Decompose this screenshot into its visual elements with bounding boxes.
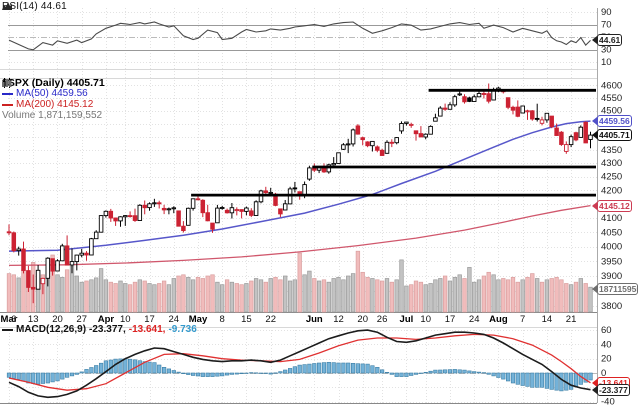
svg-text:10: 10 xyxy=(420,314,431,325)
svg-text:4300: 4300 xyxy=(601,158,622,169)
svg-text:12: 12 xyxy=(333,314,344,325)
svg-text:90: 90 xyxy=(601,7,612,18)
svg-text:20: 20 xyxy=(601,354,612,365)
volume-bars-icon xyxy=(2,79,12,87)
svg-text:8: 8 xyxy=(220,314,225,325)
macd-line-icon xyxy=(2,328,13,331)
macd-signal xyxy=(8,333,591,391)
macd-legend: MACD(12,26,9) -23.377, -13.641, -9.736 xyxy=(2,324,197,335)
svg-text:4200: 4200 xyxy=(601,185,622,196)
macd-label: MACD(12,26,9) xyxy=(16,324,87,335)
macd-value: -23.377, xyxy=(89,324,126,335)
svg-text:14: 14 xyxy=(542,314,553,325)
ma50 xyxy=(8,120,591,252)
symbol-title: $SPX (Daily) 4405.71 xyxy=(2,77,105,89)
svg-text:4100: 4100 xyxy=(601,213,622,224)
svg-text:6: 6 xyxy=(11,314,16,325)
svg-text:26: 26 xyxy=(377,314,388,325)
rsi-line xyxy=(8,21,591,51)
svg-text:May: May xyxy=(189,314,208,325)
symbol-row: $SPX (Daily) 4405.71 xyxy=(2,77,105,89)
macd-signal-value: -13.641, xyxy=(128,324,166,335)
svg-text:4600: 4600 xyxy=(601,80,622,91)
gridlines xyxy=(0,8,598,404)
rsi-label: RSI(14) 44.61 xyxy=(2,1,67,12)
svg-text:22: 22 xyxy=(265,314,276,325)
svg-text:10: 10 xyxy=(601,57,612,68)
ma200-line-icon xyxy=(2,104,13,106)
macd-signal-line xyxy=(8,333,591,391)
svg-text:0: 0 xyxy=(601,368,606,379)
svg-text:20: 20 xyxy=(52,314,63,325)
trend-lines xyxy=(191,88,596,197)
svg-text:3900: 3900 xyxy=(601,271,622,282)
svg-text:3950: 3950 xyxy=(601,256,622,267)
svg-text:24: 24 xyxy=(469,314,480,325)
ma200-line xyxy=(8,204,591,267)
axis-callout: 44.61 xyxy=(592,34,623,47)
svg-text:Jul: Jul xyxy=(400,314,414,325)
svg-text:15: 15 xyxy=(241,314,252,325)
price-legend: $SPX (Daily) 4405.71 MA(50) 4459.56 MA(2… xyxy=(2,78,105,121)
svg-text:4350: 4350 xyxy=(601,145,622,156)
svg-text:Aug: Aug xyxy=(489,314,508,325)
ma200 xyxy=(8,204,591,267)
ma50-line-icon xyxy=(2,93,13,95)
svg-text:17: 17 xyxy=(144,314,155,325)
svg-text:4250: 4250 xyxy=(601,172,622,183)
macd-hist-value: -9.736 xyxy=(168,324,197,335)
ma50-line xyxy=(8,120,591,252)
svg-text:4500: 4500 xyxy=(601,106,622,117)
svg-text:21: 21 xyxy=(566,314,577,325)
svg-text:13: 13 xyxy=(28,314,39,325)
candles xyxy=(6,83,593,304)
volume-row: Volume 1,871,159,552 xyxy=(2,79,105,121)
svg-text:Jun: Jun xyxy=(306,314,323,325)
axis-callout: 1871159552 xyxy=(592,282,638,295)
svg-text:4000: 4000 xyxy=(601,242,622,253)
svg-text:27: 27 xyxy=(76,314,87,325)
axis-callout: -23.377 xyxy=(592,383,630,396)
svg-text:20: 20 xyxy=(357,314,368,325)
svg-text:Mar: Mar xyxy=(1,314,18,325)
rsi-legend: RSI(14) 44.61 xyxy=(2,1,67,12)
axis-callout: 4459.56 xyxy=(592,115,632,128)
svg-text:70: 70 xyxy=(601,20,612,31)
svg-text:4550: 4550 xyxy=(601,93,622,104)
svg-text:-40: -40 xyxy=(601,397,615,406)
svg-text:17: 17 xyxy=(445,314,456,325)
indicator-icon xyxy=(2,2,12,10)
volume-bars xyxy=(6,250,593,313)
svg-text:10: 10 xyxy=(120,314,131,325)
svg-text:3800: 3800 xyxy=(601,301,622,312)
svg-text:60: 60 xyxy=(601,325,612,336)
ma50-row: MA(50) 4459.56 xyxy=(2,89,105,99)
ma50-label: MA(50) 4459.56 xyxy=(16,88,88,99)
axis-callout: 4145.12 xyxy=(592,199,632,212)
svg-text:4050: 4050 xyxy=(601,227,622,238)
axis-callout: 4405.71 xyxy=(592,129,632,142)
macd-main-line xyxy=(8,329,591,399)
svg-text:7: 7 xyxy=(520,314,525,325)
macd-histogram xyxy=(6,358,593,392)
volume-label: Volume 1,871,159,552 xyxy=(2,110,103,121)
rsi-panel xyxy=(8,21,591,51)
ma200-row: MA(200) 4145.12 xyxy=(2,100,105,110)
svg-text:30: 30 xyxy=(601,45,612,56)
svg-text:40: 40 xyxy=(601,339,612,350)
macd-line xyxy=(8,329,591,399)
ma200-label: MA(200) 4145.12 xyxy=(16,99,94,110)
svg-text:24: 24 xyxy=(169,314,180,325)
svg-text:Apr: Apr xyxy=(98,314,115,325)
